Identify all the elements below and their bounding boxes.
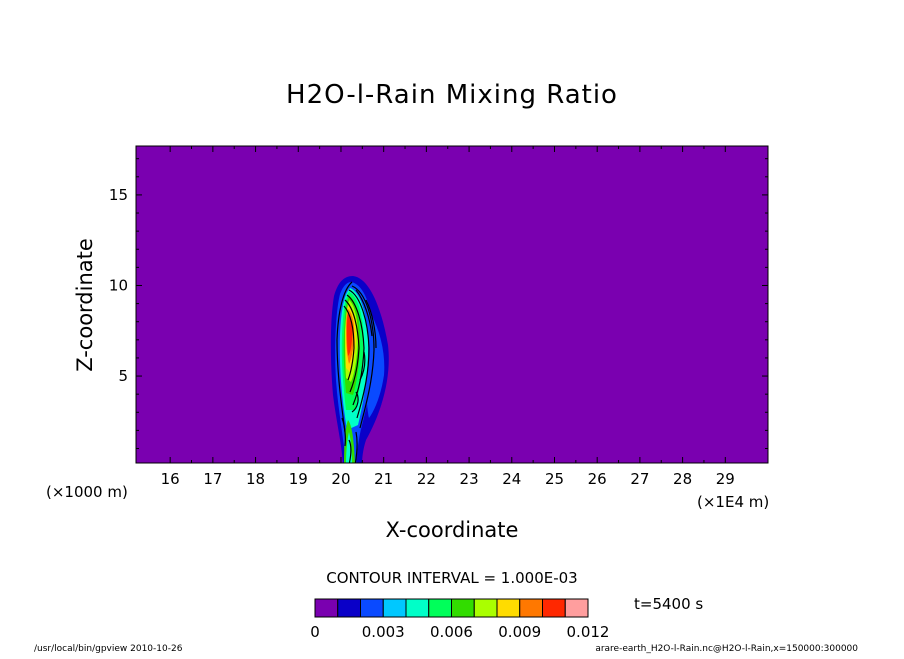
- footer-left: /usr/local/bin/gpview 2010-10-26: [34, 644, 183, 654]
- chart-title: H2O-l-Rain Mixing Ratio: [286, 80, 618, 110]
- contour-line: [336, 281, 353, 433]
- contour-fill: [347, 314, 353, 356]
- colorbar-swatch: [360, 598, 384, 618]
- colorbar-swatch: [337, 598, 361, 618]
- contour-line: [351, 285, 375, 429]
- x-tick-label: 21: [374, 470, 393, 488]
- contour-interval-label: CONTOUR INTERVAL = 1.000E-03: [326, 569, 577, 587]
- contour-line: [351, 351, 366, 413]
- x-axis-title: X-coordinate: [386, 518, 519, 542]
- x-tick-label: 27: [630, 470, 649, 488]
- contour-line: [344, 299, 360, 393]
- x-tick-label: 29: [716, 470, 735, 488]
- x-ticks: 16 17 18 19 20 21 22 23 24 25 26 27 28 29: [161, 146, 735, 488]
- time-label: t=5400 s: [634, 595, 703, 613]
- contour-line: [355, 289, 377, 349]
- colorbar-swatch: [473, 598, 498, 618]
- colorbar-tick-label: 0.012: [567, 623, 610, 641]
- y-tick-label: 10: [109, 276, 128, 294]
- colorbar: 0 0.003 0.006 0.009 0.012: [310, 598, 610, 641]
- colorbar-swatch: [542, 598, 566, 618]
- colorbar-tick-label: 0.006: [430, 623, 473, 641]
- colorbar-swatch: [451, 598, 475, 618]
- x-tick-label: 16: [161, 470, 180, 488]
- contour-line: [346, 294, 365, 406]
- plot-frame: [135, 145, 769, 464]
- y-tick-label: 15: [109, 186, 128, 204]
- x-tick-label: 17: [203, 470, 222, 488]
- colorbar-swatch: [314, 598, 339, 618]
- contour-line: [343, 305, 355, 381]
- y-axis-title: Z-coordinate: [73, 238, 97, 372]
- colorbar-tick-label: 0.003: [362, 623, 405, 641]
- contour-line: [341, 417, 346, 447]
- plot-area: [136, 146, 768, 463]
- x-tick-label: 20: [331, 470, 350, 488]
- x-tick-label: 26: [588, 470, 607, 488]
- colorbar-swatch: [519, 598, 543, 618]
- y-tick-label: 5: [118, 367, 128, 385]
- x-tick-label: 28: [673, 470, 692, 488]
- colorbar-swatch: [405, 598, 430, 618]
- footer-right: arare-earth_H2O-l-Rain.nc@H2O-l-Rain,x=1…: [595, 644, 858, 654]
- colorbar-tick-label: 0: [310, 623, 320, 641]
- colorbar-swatch: [382, 598, 407, 618]
- x-tick-label: 24: [502, 470, 521, 488]
- contour-line: [348, 289, 370, 419]
- x-tick-label: 18: [246, 470, 265, 488]
- x-tick-label: 19: [289, 470, 308, 488]
- colorbar-swatch: [428, 598, 452, 618]
- x-tick-label: 22: [417, 470, 436, 488]
- colorbar-swatch: [496, 598, 521, 618]
- colorbar-tick-label: 0.009: [498, 623, 541, 641]
- y-ticks: 5 10 15: [109, 158, 768, 450]
- contour-lines: [336, 281, 377, 463]
- x-tick-label: 25: [545, 470, 564, 488]
- y-unit-note: (×1000 m): [46, 483, 128, 501]
- x-tick-label: 23: [460, 470, 479, 488]
- x-unit-note: (×1E4 m): [697, 493, 769, 511]
- colorbar-swatch: [564, 598, 589, 618]
